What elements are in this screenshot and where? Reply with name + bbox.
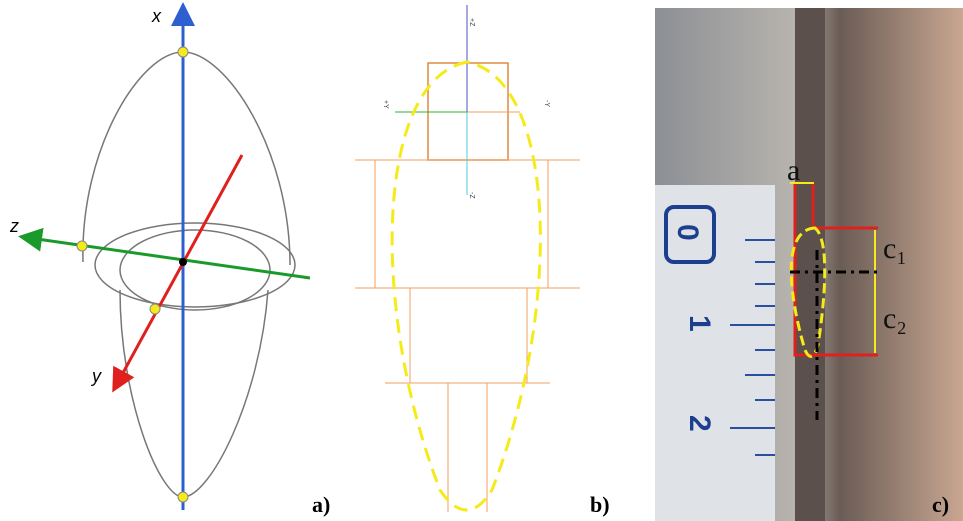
ruler-label: 1 — [683, 315, 716, 332]
axis-label: +Z — [468, 18, 475, 27]
ruler-label: 2 — [683, 415, 716, 432]
figure: x z y a) +Z +Y -Y -Z b) a c₁ c₂ 0 1 2 c) — [0, 0, 963, 521]
axis-label: -Z — [468, 192, 475, 199]
lower-shell — [120, 290, 268, 497]
axis-label: z — [9, 216, 19, 236]
y-axis — [118, 155, 242, 382]
panel-label: b) — [590, 492, 610, 517]
point — [77, 241, 87, 251]
panel-label: c) — [932, 492, 949, 517]
origin — [179, 258, 187, 266]
dimension-label: a — [787, 154, 800, 187]
equator — [95, 223, 295, 307]
axis-label: +Y — [382, 100, 389, 109]
point — [178, 47, 188, 57]
panel-c — [655, 8, 963, 521]
panel-a — [30, 14, 310, 510]
ruler-label: 0 — [671, 224, 704, 241]
point — [150, 304, 160, 314]
axis-label: y — [90, 366, 102, 386]
z-axis — [30, 238, 310, 278]
weld-bead — [795, 8, 825, 521]
dimension-label: c₁ — [883, 232, 907, 265]
axis-label: -Y — [543, 100, 550, 107]
dimension-label: c₂ — [883, 302, 907, 335]
axis-label: x — [151, 6, 162, 26]
panel-b — [355, 5, 580, 512]
weld-profile — [392, 62, 540, 510]
point — [178, 492, 188, 502]
panel-label: a) — [312, 492, 330, 517]
